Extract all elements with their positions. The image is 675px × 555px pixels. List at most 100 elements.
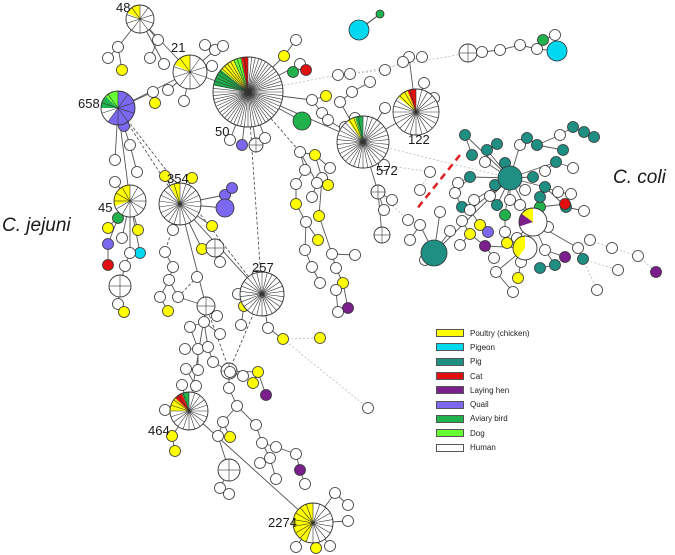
st-node — [116, 232, 128, 244]
pigeon-node — [546, 40, 568, 62]
legend-item: Pig — [436, 355, 546, 369]
st-node — [313, 210, 325, 222]
st-node — [254, 457, 266, 469]
st-node — [459, 129, 471, 141]
st-node — [539, 181, 551, 193]
st-node — [322, 114, 334, 126]
st-node — [109, 154, 121, 166]
st-node — [199, 39, 211, 51]
st-node — [132, 224, 144, 236]
legend-swatch — [436, 386, 464, 395]
st-node — [262, 322, 274, 334]
st-node — [248, 137, 264, 153]
tree-edge — [228, 293, 263, 372]
st-node — [299, 478, 311, 490]
st-node — [332, 69, 344, 81]
st-node — [205, 238, 225, 258]
st-node — [444, 225, 456, 237]
legend-swatch — [436, 400, 464, 409]
st-node — [186, 172, 198, 184]
st45-label: 45 — [98, 200, 112, 215]
st-node — [491, 138, 503, 150]
st-node — [118, 306, 130, 318]
st-node — [108, 274, 132, 298]
st-node — [479, 240, 491, 252]
st-node — [549, 259, 561, 271]
st-node — [378, 204, 390, 216]
legend-swatch — [436, 414, 464, 423]
st-node — [504, 194, 516, 206]
st-node — [342, 499, 354, 511]
legend-swatch — [436, 372, 464, 381]
st-node — [270, 441, 282, 453]
st-node — [124, 247, 136, 259]
st-node — [320, 90, 332, 102]
st-node — [231, 400, 243, 412]
st-node — [292, 111, 312, 131]
st-node — [334, 96, 346, 108]
st-node — [198, 316, 210, 328]
st-node — [324, 162, 336, 174]
st-node — [300, 64, 312, 76]
st-node-coliBig — [420, 239, 448, 267]
st-node-coliHub — [497, 165, 523, 191]
tree-edge — [377, 191, 409, 221]
st-node — [235, 319, 247, 331]
st-node — [370, 184, 386, 200]
st-node — [484, 190, 496, 202]
st-node — [531, 139, 543, 151]
st-node — [147, 86, 159, 98]
st-node — [290, 541, 302, 553]
st-node — [217, 40, 229, 52]
st-node-st464 — [169, 391, 209, 431]
st-node — [588, 131, 600, 143]
st-node — [119, 260, 131, 272]
st122-label: 122 — [408, 132, 430, 147]
legend-item: Pigeon — [436, 340, 546, 354]
st-node — [474, 219, 486, 231]
st-node — [226, 182, 238, 194]
st-node — [206, 220, 218, 232]
st-node — [449, 187, 461, 199]
tree-edge — [188, 410, 314, 524]
st-node — [163, 274, 175, 286]
st-node — [214, 256, 226, 268]
st-node — [172, 291, 184, 303]
st-node — [196, 296, 216, 316]
st-node-st658 — [100, 90, 136, 126]
st-node — [131, 166, 143, 178]
st-node — [554, 129, 566, 141]
legend-swatch — [436, 329, 464, 338]
legend-item: Quail — [436, 397, 546, 411]
st-node — [379, 64, 391, 76]
st-node — [270, 473, 282, 485]
tree-edge — [247, 74, 339, 93]
legend-label: Laying hen — [470, 385, 510, 395]
st-node — [373, 226, 391, 244]
st-node — [414, 219, 426, 231]
st-node — [306, 191, 318, 203]
st-node — [337, 277, 349, 289]
st-node — [223, 382, 235, 394]
st50-label: 50 — [215, 124, 229, 139]
st-node — [424, 166, 436, 178]
st-node — [537, 34, 549, 46]
st-node — [190, 380, 202, 392]
st-node — [404, 234, 416, 246]
st-node — [559, 198, 571, 210]
st-node — [434, 206, 446, 218]
st-node-st2274 — [292, 502, 334, 544]
st-node — [264, 452, 276, 464]
legend-item: Dog — [436, 426, 546, 440]
st-node — [464, 204, 476, 216]
st-node — [397, 56, 409, 68]
st-node — [362, 402, 374, 414]
st-node — [191, 271, 203, 283]
st-node — [312, 234, 324, 246]
st464-label: 464 — [148, 423, 170, 438]
st-node — [416, 51, 428, 63]
st48-label: 48 — [116, 0, 130, 15]
st-node — [577, 253, 589, 265]
st-node — [326, 248, 338, 260]
